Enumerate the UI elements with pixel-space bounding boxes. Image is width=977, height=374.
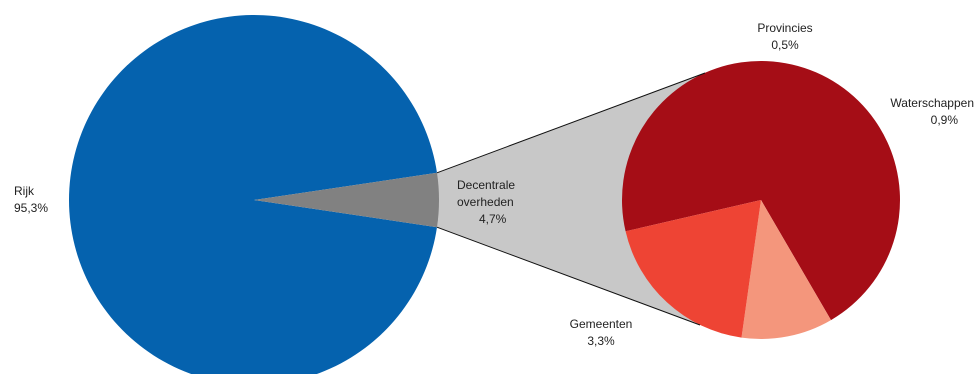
label-gemeenten-value: 3,3% [587, 334, 615, 348]
label-gemeenten: Gemeenten 3,3% [553, 316, 649, 350]
label-gemeenten-name: Gemeenten [569, 317, 633, 331]
label-waterschappen-value: 0,9% [930, 113, 958, 127]
label-waterschappen: Waterschappen 0,9% [850, 95, 974, 129]
label-provincies-name: Provincies [757, 21, 813, 35]
sub-pie [622, 60, 900, 339]
label-decentrale-value: 4,7% [479, 212, 507, 226]
main-slice-rijk [69, 15, 437, 374]
label-waterschappen-name: Waterschappen [890, 96, 974, 110]
label-rijk-name: Rijk [14, 184, 34, 198]
label-provincies-value: 0,5% [771, 38, 799, 52]
main-pie [69, 15, 439, 374]
main-slice-decentrale-overheden [254, 172, 439, 228]
connector-line-bottom [436, 226, 701, 326]
label-provincies: Provincies 0,5% [740, 20, 830, 54]
label-decentrale: Decentrale overheden 4,7% [457, 177, 537, 228]
sub-slice-provincies [741, 200, 831, 339]
sub-slice-gemeenten [622, 60, 900, 321]
connector-line-top [436, 72, 706, 174]
sub-slice-waterschappen [625, 200, 761, 338]
label-rijk: Rijk 95,3% [14, 183, 48, 217]
label-decentrale-name: Decentrale overheden [457, 178, 516, 209]
label-rijk-value: 95,3% [14, 201, 49, 215]
